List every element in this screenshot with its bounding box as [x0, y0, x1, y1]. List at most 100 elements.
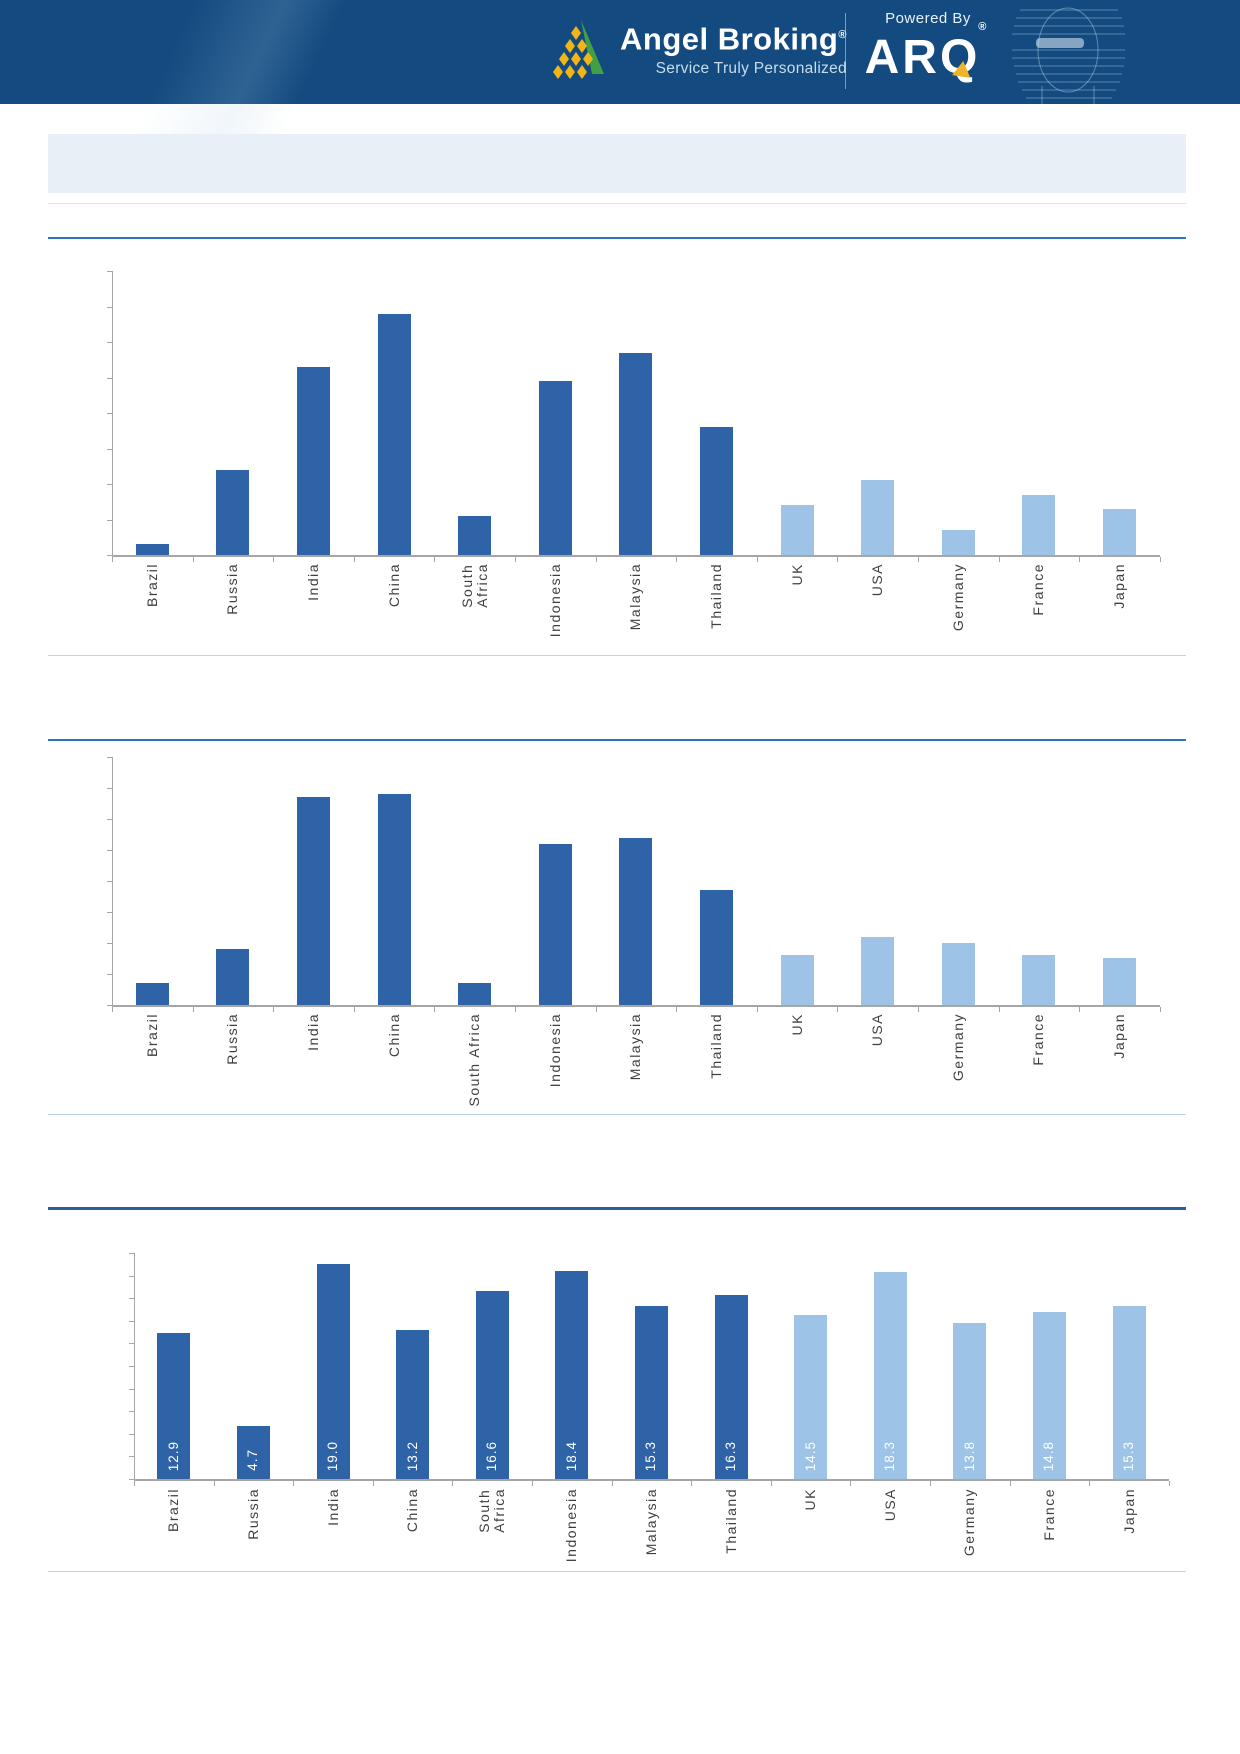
x-axis-tick [595, 557, 597, 562]
chart-2-bottom-rule [48, 1114, 1186, 1115]
x-axis-tick [515, 557, 516, 562]
x-axis-tick [837, 1007, 839, 1012]
y-axis-tick [129, 1343, 134, 1345]
bar-brazil [135, 983, 169, 1005]
arq-logo: Powered By ARQ® [858, 10, 998, 86]
bar-brazil [157, 1333, 191, 1479]
chart-2-top-rule [48, 739, 1186, 741]
y-axis-tick [107, 943, 112, 944]
y-axis-tick [129, 1411, 134, 1413]
y-axis-tick [129, 1298, 134, 1300]
x-axis-tick [770, 1481, 772, 1486]
x-axis-tick [998, 1007, 1000, 1012]
x-axis-tick [691, 1481, 693, 1486]
bar-china [377, 794, 411, 1005]
x-axis-tick [1079, 557, 1081, 562]
header-light-streak [60, 0, 480, 140]
x-axis-tick [1089, 1481, 1091, 1486]
x-axis-tick [353, 557, 355, 562]
y-axis-tick [129, 1366, 134, 1367]
x-axis-tick [918, 557, 919, 562]
bar-uk [780, 955, 814, 1005]
chart-1-bottom-rule [48, 655, 1186, 656]
bar-usa [873, 1272, 907, 1479]
x-axis [112, 1005, 1160, 1007]
x-axis-tick [1168, 1481, 1170, 1486]
x-axis-tick [434, 557, 436, 562]
bar-brazil [135, 544, 169, 555]
bar-germany [953, 1323, 987, 1479]
x-axis-tick [293, 1481, 295, 1486]
y-axis-tick [129, 1456, 134, 1458]
chart-3-bottom-rule [48, 1571, 1186, 1572]
bar-thailand [700, 890, 733, 1005]
y-axis-tick [107, 519, 112, 521]
y-axis-tick [129, 1479, 134, 1480]
x-axis-tick [611, 1481, 613, 1486]
x-axis-tick [192, 557, 194, 562]
y-axis-tick [107, 448, 112, 450]
bar-usa [861, 480, 895, 555]
bar-thailand [700, 427, 733, 555]
x-axis-tick [273, 557, 275, 562]
y-axis-tick [107, 1005, 112, 1006]
x-axis-tick [273, 1007, 275, 1012]
bar-japan [1103, 509, 1136, 555]
x-axis-tick [213, 1481, 215, 1486]
x-axis-tick [676, 1007, 678, 1012]
x-axis-tick [1009, 1481, 1011, 1486]
y-axis-tick [129, 1253, 134, 1254]
powered-by-label: Powered By [885, 10, 971, 27]
digital-head-graphic [1006, 0, 1126, 109]
x-axis-tick [1159, 557, 1161, 562]
bar-france [1032, 1312, 1066, 1479]
x-axis-tick [998, 557, 1000, 562]
y-axis-tick [107, 413, 112, 414]
bar-russia [216, 949, 250, 1005]
bar-france [1022, 495, 1056, 555]
x-axis-tick [756, 1007, 758, 1012]
chart-1-top-rule [48, 237, 1186, 239]
x-axis-tick [930, 1481, 931, 1486]
y-axis-tick [129, 1433, 134, 1435]
x-axis-tick [112, 557, 113, 562]
bar-indonesia [538, 844, 572, 1005]
bar-japan [1112, 1306, 1146, 1479]
bar-south-africa [475, 1291, 509, 1479]
y-axis-tick [107, 484, 112, 485]
x-axis-tick [192, 1007, 194, 1012]
bar-russia [216, 470, 250, 555]
bar-indonesia [538, 381, 572, 555]
bar-japan [1103, 958, 1136, 1005]
bar-malaysia [634, 1306, 668, 1479]
bar-uk [794, 1315, 828, 1479]
y-axis-tick [107, 850, 112, 851]
y-axis-tick [129, 1320, 134, 1322]
bar-russia [236, 1426, 270, 1479]
bar-india [297, 797, 330, 1005]
x-axis-tick [372, 1481, 374, 1486]
faint-divider-line [48, 203, 1186, 204]
y-axis-tick [107, 974, 112, 975]
header-divider [845, 13, 846, 89]
x-axis-tick [756, 557, 758, 562]
bar-south-africa [458, 516, 492, 555]
y-axis [112, 271, 113, 555]
y-axis-tick [129, 1388, 134, 1390]
section-title-box [48, 134, 1186, 193]
bar-india [316, 1264, 350, 1479]
bar-germany [941, 530, 975, 555]
header-banner: Angel Broking® Service Truly Personalize… [0, 0, 1240, 140]
brand-name: Angel Broking® [620, 21, 847, 57]
y-axis-tick [107, 881, 112, 882]
bar-uk [780, 505, 814, 555]
bar-indonesia [555, 1271, 589, 1479]
x-axis-tick [515, 1007, 516, 1012]
x-axis-tick [112, 1007, 113, 1012]
x-axis-tick [1079, 1007, 1081, 1012]
y-axis-tick [107, 912, 112, 913]
x-axis-tick [452, 1481, 454, 1486]
bar-usa [861, 937, 895, 1005]
x-axis-tick [1159, 1007, 1161, 1012]
x-axis-tick [353, 1007, 355, 1012]
